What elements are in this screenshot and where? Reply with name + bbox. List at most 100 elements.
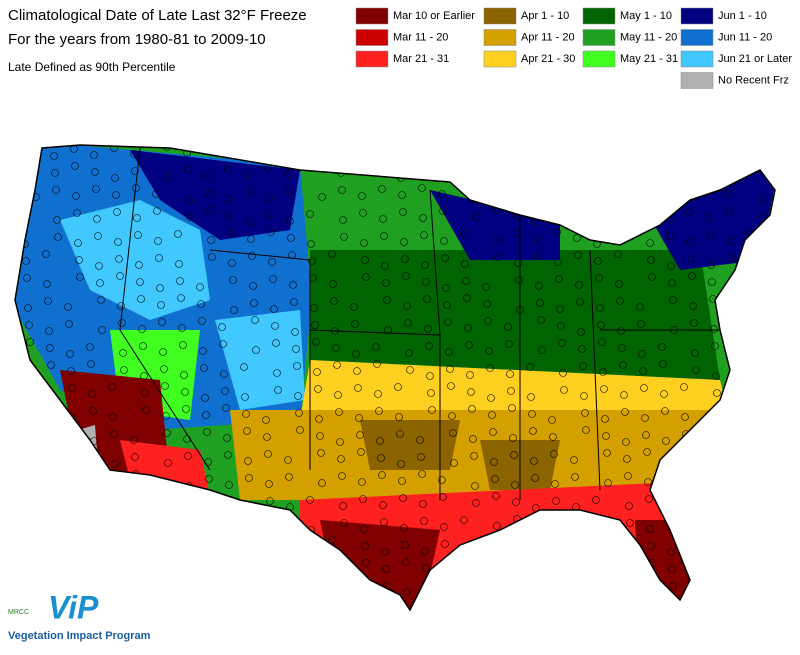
station (465, 341, 473, 349)
legend-swatch (355, 7, 389, 25)
station (426, 372, 434, 380)
station (337, 455, 345, 463)
station (645, 495, 653, 503)
station (91, 454, 99, 462)
station (328, 536, 336, 544)
station (418, 470, 426, 478)
station (318, 479, 326, 487)
station (113, 208, 121, 216)
station (113, 494, 121, 502)
station (186, 499, 194, 507)
station (422, 278, 430, 286)
station (330, 297, 338, 305)
station (729, 587, 737, 595)
station (54, 519, 62, 527)
station (22, 543, 30, 551)
station (770, 317, 775, 325)
station (185, 196, 193, 204)
station (758, 213, 766, 221)
region (360, 420, 460, 470)
station (269, 275, 277, 283)
station (250, 299, 258, 307)
region (310, 250, 720, 380)
station (689, 588, 697, 596)
legend-swatch (483, 29, 517, 46)
station (284, 456, 292, 464)
station (417, 453, 425, 461)
station (664, 471, 672, 479)
station (419, 214, 427, 222)
station (397, 460, 405, 468)
station (49, 408, 57, 416)
station (462, 277, 470, 285)
station (376, 151, 384, 159)
station (114, 238, 122, 246)
region (320, 520, 440, 610)
station (750, 324, 758, 332)
station (533, 235, 541, 243)
station (222, 404, 230, 412)
station (529, 145, 537, 149)
station (441, 254, 449, 262)
station (488, 411, 496, 419)
station (339, 502, 347, 510)
station (559, 369, 567, 377)
station (177, 294, 185, 302)
station (749, 580, 757, 588)
station (315, 415, 323, 423)
station (160, 365, 168, 373)
station (402, 272, 410, 280)
map (15, 145, 787, 610)
station (356, 145, 364, 153)
region (130, 150, 300, 240)
station (350, 589, 358, 597)
station (271, 322, 279, 330)
station (780, 237, 787, 244)
station (709, 581, 717, 589)
station (550, 164, 558, 172)
region (60, 200, 210, 320)
subtitle: Late Defined as 90th Percentile (8, 60, 176, 74)
station (552, 211, 560, 219)
station (206, 206, 214, 214)
station (596, 304, 604, 312)
station (658, 343, 666, 351)
station (504, 323, 512, 331)
station (505, 340, 513, 348)
station (225, 195, 233, 203)
station (506, 370, 514, 378)
station (51, 169, 59, 177)
station (712, 372, 720, 380)
station (226, 498, 234, 506)
station (47, 361, 55, 369)
station (135, 547, 143, 555)
station (296, 426, 304, 434)
station (94, 232, 102, 240)
legend-swatch (355, 50, 389, 68)
station (340, 233, 348, 241)
station (112, 191, 120, 199)
station (226, 212, 234, 220)
station (400, 238, 408, 246)
station (771, 347, 775, 355)
station (423, 295, 431, 303)
station (592, 496, 600, 504)
legend-label: Jun 21 or Later (718, 53, 792, 65)
station (619, 361, 627, 369)
station (551, 194, 559, 202)
station (572, 217, 580, 225)
station (490, 172, 498, 180)
station (92, 185, 100, 193)
station (291, 328, 299, 336)
station (177, 580, 185, 588)
station (622, 438, 630, 446)
station (427, 389, 435, 397)
station (136, 278, 144, 286)
station (153, 493, 161, 501)
station (156, 284, 164, 292)
station (154, 523, 162, 531)
station (441, 540, 449, 548)
station (353, 367, 361, 375)
